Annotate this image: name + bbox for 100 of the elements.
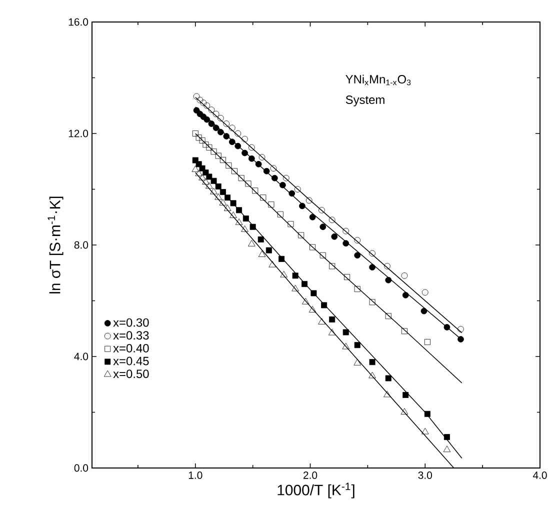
point [458,336,464,342]
point [342,342,350,350]
point [192,166,200,172]
point [444,434,450,440]
point [196,134,202,141]
point [248,144,255,151]
point [210,188,218,194]
point [329,263,336,270]
point [424,410,430,417]
point [260,194,266,201]
point [302,281,308,288]
point [263,168,270,174]
x-axis-title: 1000/T [K$^{-1}$] [278,482,354,498]
point [208,120,215,127]
point [278,256,285,262]
point [422,289,428,296]
point [318,206,325,214]
y-tick-label: 12.0 [68,130,88,138]
point [292,272,298,279]
point [280,270,288,278]
point [210,148,217,155]
point [402,292,409,298]
point [204,116,210,123]
x-tick-label: 3.0 [418,472,432,479]
point [242,150,248,156]
point [344,274,350,280]
point [241,225,248,232]
point [215,152,222,159]
point [400,408,408,414]
point [206,174,212,180]
x-tick-label: 2.0 [304,472,318,479]
point [202,178,210,184]
y-tick-label: 4.0 [74,352,88,360]
point [228,124,236,132]
point [195,170,202,176]
point [223,133,230,140]
point [200,100,207,106]
annotation: YNi$_{x}$Mn$_{1-x}$O$_{3}$ [346,74,411,86]
legend-label: x=0.30 [113,318,149,327]
point [214,193,222,200]
point [236,207,242,214]
point [242,216,249,222]
point [231,168,238,174]
point [220,156,226,163]
point [258,236,264,242]
point [219,199,227,206]
point [342,240,350,247]
point [329,316,336,322]
point [196,96,204,104]
point [369,359,376,366]
point [288,190,296,197]
point [235,218,243,225]
point [328,328,336,336]
point [212,110,220,118]
point [230,200,236,206]
point [306,197,312,204]
point [217,128,224,136]
point [294,186,301,192]
point [401,272,408,279]
point [354,359,362,366]
point [250,224,256,230]
point [224,204,232,211]
point [224,194,231,201]
point [368,372,376,378]
point [234,142,242,150]
point [210,178,217,184]
point [342,329,349,336]
point [444,324,450,330]
point [369,264,376,270]
point [354,237,361,244]
point [331,233,338,240]
point [292,284,299,292]
point [385,313,392,320]
point [255,160,262,168]
legend-label: x=0.40 [113,344,149,352]
y-axis-title: ln σT [S·m$^{-1}$·K] [48,196,64,294]
point [268,260,276,268]
point [202,142,209,148]
point [354,252,361,258]
point [385,375,392,382]
y-tick-label: 8.0 [74,241,88,249]
point [215,183,222,190]
point [318,318,326,324]
point [424,339,430,345]
point [384,390,391,398]
point [238,175,244,182]
point [266,247,272,254]
point [199,137,206,144]
point [421,428,429,434]
point [258,154,266,160]
point [198,174,206,180]
x-tick-label: 1.0 [188,472,202,479]
legend-label: x=0.45 [113,356,149,366]
x-tick-label: 4.0 [532,472,547,479]
point [328,216,336,224]
point [193,93,200,100]
point [248,155,255,162]
point [248,240,256,246]
point [280,182,286,188]
point [206,182,213,189]
